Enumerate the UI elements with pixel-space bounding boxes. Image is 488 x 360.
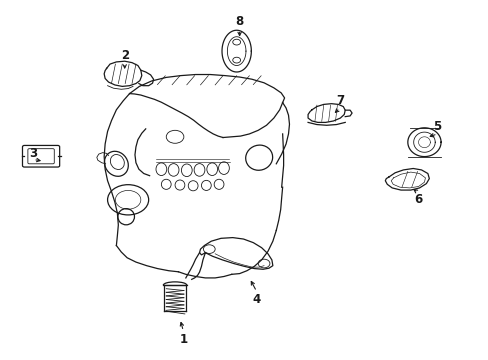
Text: 7: 7 xyxy=(335,94,343,107)
Text: 6: 6 xyxy=(413,193,421,206)
Text: 4: 4 xyxy=(252,293,260,306)
Text: 2: 2 xyxy=(121,49,128,62)
Text: 1: 1 xyxy=(179,333,187,346)
Text: 8: 8 xyxy=(235,15,243,28)
Text: 5: 5 xyxy=(433,120,441,133)
Text: 3: 3 xyxy=(29,147,37,159)
